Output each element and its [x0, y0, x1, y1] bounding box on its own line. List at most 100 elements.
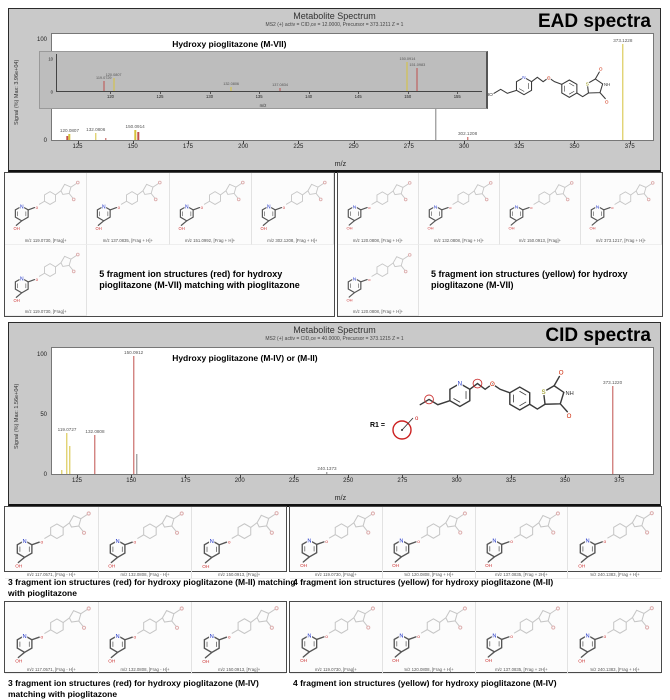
cid-plot: 119.0727 132.0808 150.0912 240.1373 373.1220… — [37, 347, 654, 502]
cid-mass-spectrum: 119.0727 132.0808 150.0912 240.1373 373.1220… — [51, 347, 654, 475]
cid-y-axis-ticks: 0 50 100 — [25, 347, 49, 478]
fragment-structure — [197, 509, 281, 572]
x-tick-label: 300 — [459, 144, 470, 150]
x-tick-label: 250 — [343, 478, 354, 484]
spectrum-peak — [611, 385, 614, 474]
spectrum-peak — [136, 453, 138, 474]
x-tick-label: 150 — [126, 478, 137, 484]
svg-text:O: O — [547, 75, 551, 80]
r1-position-marker — [472, 378, 483, 389]
peak-label: 120.0807 — [105, 72, 122, 77]
fragment-structure-cell: m/z 137.0835, [Frag + 2H]+ — [475, 507, 569, 579]
fragment-structure — [174, 175, 247, 238]
r1-legend: R1 = o — [370, 412, 423, 442]
fragment-mz-caption: m/z 240.1383, [Frag + H]+ — [589, 666, 640, 672]
svg-text:S: S — [541, 389, 545, 396]
peak-label: 302.1208 — [457, 131, 478, 137]
fragment-mz-caption: m/z 119.0730, [Frag]+ — [24, 309, 67, 314]
x-tick-label: 375 — [614, 478, 625, 484]
x-tick-label: 225 — [288, 478, 299, 484]
fragment-structure-cell: m/z 119.0730, [Frag]+ — [5, 244, 88, 316]
spectrum-peak — [326, 471, 328, 474]
x-tick-label: 125 — [72, 478, 83, 484]
spectrum-peak — [66, 136, 69, 140]
fragment-structure — [573, 604, 656, 667]
fragment-structure-cell: m/z 151.0992, [Frag + H]+ — [169, 173, 252, 245]
fragment-structure-cell: m/z 132.0808, [Frag - H]+ — [98, 602, 193, 675]
fragment-structure — [10, 604, 93, 667]
x-tick-label: 250 — [348, 144, 359, 150]
x-tick-label: 125 — [72, 144, 83, 150]
fragment-panel-caption: 5 fragment ion structures (yellow) for h… — [431, 268, 628, 291]
fragment-mz-caption: m/z 132.0808, [Frag + H]+ — [433, 237, 485, 243]
fragment-mz-caption: m/z 150.0913, [Frag]+ — [218, 572, 261, 578]
ead-plot-title: Hydroxy pioglitazone (M-VII) — [172, 39, 287, 49]
peak-label: 373.1228 — [613, 37, 633, 43]
fragment-structure — [103, 604, 186, 667]
fragment-panel-caption: 5 fragment ion structures (red) for hydr… — [99, 268, 300, 291]
fragment-mz-caption: m/z 120.0808, [Frag + H]+ — [403, 571, 454, 577]
x-tick-label: 135 — [255, 93, 263, 99]
x-tick-label: 150 — [127, 144, 138, 150]
cid-x-axis-label: m/z — [334, 495, 347, 502]
fragment-panel-m4-yellow: m/z 119.0730, [Frag]+ m/z 120.0808, [Fra… — [289, 601, 662, 674]
cid-spectra-label: CID spectra — [545, 325, 651, 346]
ead-y-axis-label: Signal (%) Max: 3.96e+04) — [14, 59, 20, 126]
svg-text:O: O — [605, 99, 609, 104]
ead-zoom-inset: 119.0729 120.0807 132.0806 137.0834 150.0914… — [39, 51, 488, 109]
fragment-mz-caption: m/z 137.0835, [Frag + 2H]+ — [495, 666, 548, 672]
fragment-mz-caption: m/z 240.1383, [Frag + H]+ — [589, 571, 640, 577]
ead-plot: 120.0807 132.0806 150.0914 302.1208 373.1228… — [37, 33, 654, 168]
fragment-structure — [91, 175, 164, 238]
fragment-panel-m2-red: m/z 117.0571, [Frag - H]+ m/z 132.0808, … — [4, 506, 287, 580]
x-tick-label: 375 — [624, 144, 635, 150]
x-tick-label: 325 — [505, 478, 516, 484]
svg-text:NH: NH — [566, 391, 574, 397]
fragment-panel-m2-yellow: m/z 119.0730, [Frag]+ m/z 120.0808, [Fra… — [289, 506, 662, 579]
fragment-structure-cell: m/z 117.0571, [Frag - H]+ — [5, 507, 99, 580]
svg-text:HO: HO — [485, 92, 493, 98]
spectrum-peak — [95, 133, 97, 140]
svg-text:O: O — [490, 381, 495, 388]
fragment-mz-caption: m/z 117.0571, [Frag - H]+ — [26, 667, 76, 673]
fragment-structure — [10, 509, 93, 572]
fragment-structure — [387, 509, 470, 572]
spectrum-peak — [137, 132, 140, 140]
x-tick-label: 150 — [404, 93, 412, 99]
y-tick-label: 0 — [43, 138, 47, 144]
peak-label: 132.0808 — [85, 429, 105, 435]
spectrum-header-title: Metabolite Spectrum — [293, 325, 376, 335]
fragment-structure-cell: m/z 373.1217, [Frag + H]+ — [581, 173, 662, 245]
spectrum-peak — [230, 87, 232, 91]
ead-inset-spectrum: 119.0729 120.0807 132.0806 137.0834 150.0914… — [56, 54, 482, 92]
hydroxy-pioglitazone-structure: HO N O S NH O O — [485, 66, 612, 105]
fragment-panel-ead-red: m/z 119.0730, [Frag]+ m/z 137.0835, [Fra… — [4, 172, 335, 317]
fragment-panel-ead-yellow: m/z 120.0808, [Frag + H]+ m/z 132.0808, … — [337, 172, 663, 317]
y-tick-label: 10 — [48, 56, 53, 62]
ead-spectra-label: EAD spectra — [538, 11, 651, 32]
spectrum-peak — [406, 62, 408, 91]
fragment-structure — [480, 604, 563, 667]
x-tick-label: 155 — [453, 93, 461, 99]
spectrum-header-params: MS2 (+) activ = CID,ce = 40.0000, Precur… — [265, 336, 404, 342]
fragment-structure — [295, 509, 378, 572]
x-tick-label: 140 — [305, 93, 313, 99]
fragment-structure — [342, 175, 414, 238]
fragment-mz-caption: m/z 373.1217, [Frag + H]+ — [595, 237, 647, 243]
fragment-structure — [342, 247, 414, 310]
fragment-mz-caption: m/z 137.0835, [Frag + 2H]+ — [495, 571, 548, 577]
svg-text:N: N — [458, 381, 462, 388]
spectrum-header-params: MS2 (+) activ = CID,ce = 12.0000, Precur… — [265, 22, 404, 28]
spectrum-peak — [68, 134, 71, 140]
peak-label: 151.0983 — [409, 62, 426, 67]
fragment-structure-cell: m/z 240.1383, [Frag + H]+ — [568, 602, 661, 674]
ead-spectra-panel: Metabolite Spectrum MS2 (+) activ = CID,… — [8, 8, 661, 173]
fragment-structure — [504, 175, 576, 238]
fragment-structure-cell: m/z 119.0730, [Frag]+ — [5, 173, 88, 245]
peak-label: 132.0806 — [86, 127, 106, 133]
fragment-structure — [573, 509, 656, 572]
x-tick-label: 225 — [293, 144, 304, 150]
y-tick-label: 50 — [40, 412, 47, 419]
spectrum-peak — [66, 432, 68, 474]
fragment-mz-caption: m/z 150.0913, [Frag]+ — [218, 667, 261, 673]
